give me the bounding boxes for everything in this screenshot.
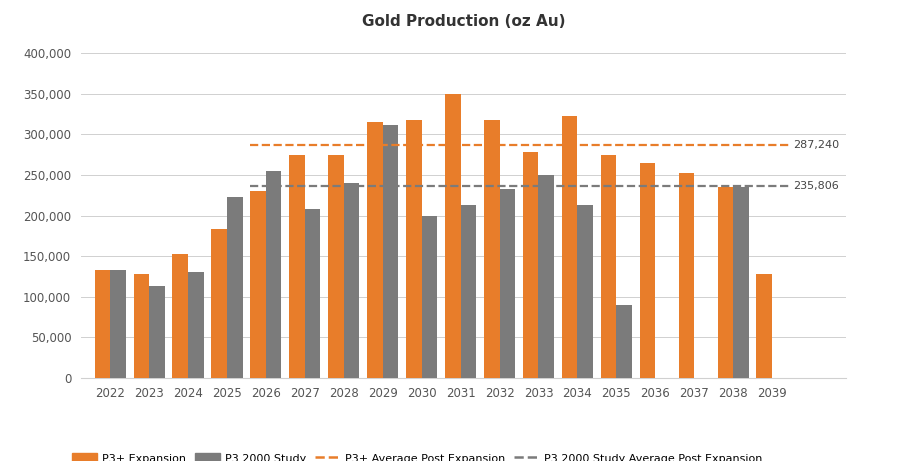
Bar (523, 152, 538, 378)
Bar (406, 120, 421, 378)
Bar (149, 286, 165, 378)
Title: Gold Production (oz Au): Gold Production (oz Au) (362, 14, 565, 29)
Bar (305, 209, 320, 378)
Bar (250, 191, 266, 378)
Bar (562, 116, 578, 378)
Bar (188, 272, 203, 378)
Bar (212, 230, 227, 378)
Text: 235,806: 235,806 (794, 182, 839, 191)
Bar (266, 171, 282, 378)
Legend: P3+ Expansion, P3 2000 Study, P3+ Average Post Expansion, P3 2000 Study Average : P3+ Expansion, P3 2000 Study, P3+ Averag… (68, 448, 768, 461)
Bar (757, 274, 772, 378)
Bar (344, 183, 359, 378)
Bar (640, 163, 655, 378)
Bar (421, 216, 437, 378)
Bar (578, 205, 593, 378)
Bar (382, 124, 399, 378)
Bar (484, 120, 500, 378)
Bar (133, 274, 149, 378)
Bar (289, 154, 305, 378)
Bar (173, 254, 188, 378)
Bar (461, 205, 476, 378)
Bar (600, 154, 617, 378)
Bar (616, 305, 632, 378)
Bar (227, 197, 243, 378)
Text: 287,240: 287,240 (794, 140, 840, 150)
Bar (328, 154, 344, 378)
Bar (538, 175, 554, 378)
Bar (717, 187, 734, 378)
Bar (110, 270, 126, 378)
Bar (500, 189, 515, 378)
Bar (367, 122, 382, 378)
Bar (734, 187, 749, 378)
Bar (679, 172, 694, 378)
Bar (94, 270, 110, 378)
Bar (445, 94, 461, 378)
